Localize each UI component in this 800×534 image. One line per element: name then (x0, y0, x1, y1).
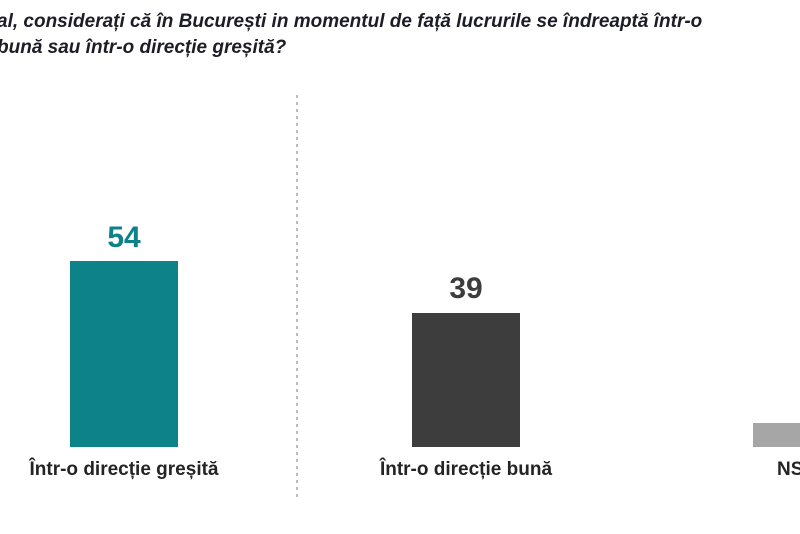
chart-title-line1: al, considerați că în București in momen… (0, 11, 703, 32)
bar-directie-buna (412, 313, 520, 447)
chart-title: al, considerați că în București in momen… (0, 9, 702, 61)
category-label-directie-gresita: Într-o direcție greșită (29, 459, 219, 480)
dashed-divider (296, 95, 298, 497)
bar-ns (753, 423, 800, 447)
value-label-directie-buna: 39 (449, 272, 483, 305)
chart-title-line2: bună sau într-o direcție greșită? (0, 37, 287, 58)
value-label-directie-gresita: 54 (107, 221, 141, 254)
bar-directie-gresita (70, 261, 178, 447)
category-label-directie-buna: Într-o direcție bună (379, 459, 553, 480)
category-label-ns: NS (777, 459, 800, 480)
